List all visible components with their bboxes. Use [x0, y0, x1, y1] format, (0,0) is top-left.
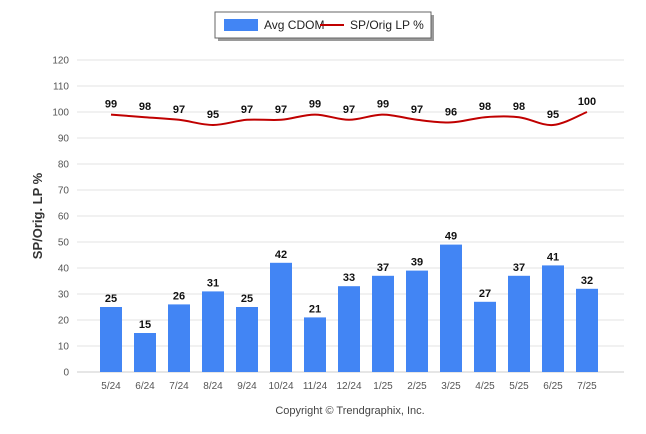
line-series [110, 111, 588, 127]
y-tick-label: 50 [58, 238, 70, 249]
x-tick-label: 11/24 [303, 381, 328, 392]
bar [168, 304, 190, 372]
y-tick-label: 10 [58, 342, 70, 353]
x-tick-label: 6/25 [543, 381, 563, 392]
legend-label-sp-orig: SP/Orig LP % [350, 18, 424, 32]
bar-data-label: 27 [479, 288, 491, 300]
x-tick-label: 3/25 [441, 381, 461, 392]
y-tick-label: 0 [63, 368, 69, 379]
y-ticks: 0 10 20 30 40 50 60 70 80 90 100 110 120 [52, 56, 69, 379]
x-tick-label: 7/24 [169, 381, 189, 392]
y-tick-label: 110 [53, 82, 69, 93]
line-data-label: 95 [207, 109, 219, 121]
y-tick-label: 20 [58, 316, 70, 327]
x-tick-label: 10/24 [268, 381, 293, 392]
bar [100, 307, 122, 372]
x-tick-label: 2/25 [407, 381, 427, 392]
y-tick-label: 120 [52, 56, 69, 67]
x-tick-label: 7/25 [577, 381, 597, 392]
bar [406, 270, 428, 372]
bars [100, 244, 598, 372]
x-tick-label: 6/24 [135, 381, 155, 392]
line-data-label: 97 [343, 104, 355, 116]
bar-data-label: 37 [377, 262, 389, 274]
line-data-label: 100 [578, 96, 596, 108]
line-data-label: 99 [377, 99, 389, 111]
y-tick-label: 70 [58, 186, 70, 197]
x-tick-label: 12/24 [336, 381, 361, 392]
line-data-label: 99 [309, 99, 321, 111]
bar-data-label: 31 [207, 277, 219, 289]
x-tick-label: 8/24 [203, 381, 223, 392]
bar [474, 301, 496, 372]
bar [542, 265, 564, 372]
x-tick-label: 9/24 [237, 381, 257, 392]
bar-data-label: 41 [547, 251, 559, 263]
line-data-label: 98 [139, 101, 151, 113]
line-data-label: 97 [275, 104, 287, 116]
bar-data-label: 42 [275, 249, 287, 261]
bar-data-label: 25 [241, 293, 253, 305]
bar [576, 288, 598, 372]
line-data-label: 97 [241, 104, 253, 116]
bar [270, 262, 292, 372]
bar-data-label: 26 [173, 290, 185, 302]
line-labels: 99 98 97 95 97 97 99 97 99 97 96 98 98 95 100 [105, 96, 596, 121]
legend-label-avg-cdom: Avg CDOM [264, 18, 324, 32]
bar [134, 333, 156, 372]
x-tick-label: 1/25 [373, 381, 393, 392]
legend: Avg CDOM SP/Orig LP % [214, 11, 434, 41]
x-ticks: 5/24 6/24 7/24 8/24 9/24 10/24 11/24 12/24 1/25 2… [101, 381, 597, 392]
line-data-label: 95 [547, 109, 559, 121]
bar [372, 275, 394, 372]
line-data-label: 99 [105, 99, 117, 111]
x-tick-label: 4/25 [475, 381, 495, 392]
y-tick-label: 40 [58, 264, 70, 275]
bar [508, 275, 530, 372]
x-tick-label: 5/24 [101, 381, 121, 392]
bar [440, 244, 462, 372]
bar-data-label: 21 [309, 303, 321, 315]
bar-data-label: 32 [581, 275, 593, 287]
y-tick-label: 100 [52, 108, 69, 119]
x-tick-label: 5/25 [509, 381, 529, 392]
bar-labels: 25 15 26 31 25 42 21 33 37 39 49 27 37 41 32 [105, 231, 593, 331]
bar-data-label: 25 [105, 293, 117, 305]
y-tick-label: 60 [58, 212, 70, 223]
legend-swatch-avg-cdom [224, 19, 258, 31]
y-tick-label: 30 [58, 290, 70, 301]
line-data-label: 98 [513, 101, 525, 113]
sp-orig-line [110, 111, 588, 127]
bar [304, 317, 326, 372]
bar [338, 286, 360, 372]
bar [236, 307, 258, 372]
y-tick-label: 90 [58, 134, 70, 145]
line-data-label: 98 [479, 101, 491, 113]
bar-data-label: 37 [513, 262, 525, 274]
bar-data-label: 49 [445, 231, 457, 243]
line-data-label: 97 [173, 104, 185, 116]
y-axis-title: SP/Orig. LP % [30, 172, 45, 259]
copyright-text: Copyright © Trendgraphix, Inc. [275, 405, 424, 417]
line-data-label: 97 [411, 104, 423, 116]
y-tick-label: 80 [58, 160, 70, 171]
bar-data-label: 15 [139, 319, 151, 331]
bar-data-label: 33 [343, 272, 355, 284]
line-data-label: 96 [445, 106, 457, 118]
bar-data-label: 39 [411, 257, 423, 269]
bar [202, 291, 224, 372]
